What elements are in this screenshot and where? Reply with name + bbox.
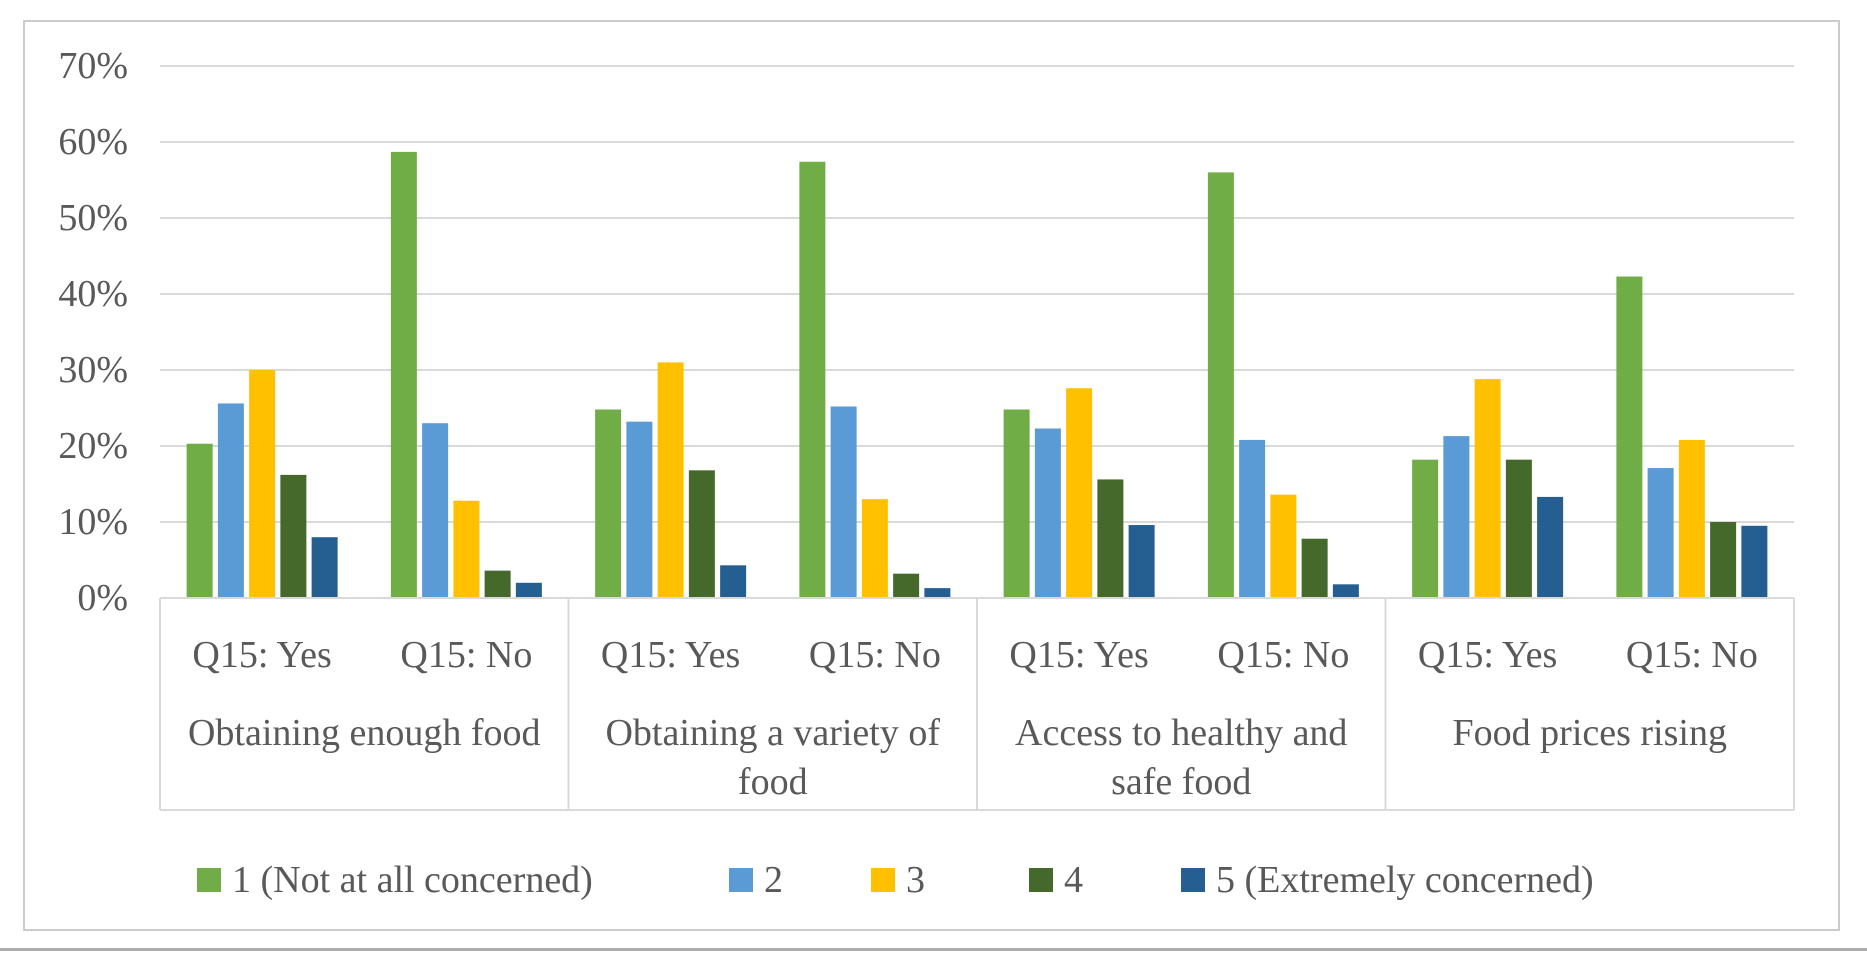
bar bbox=[249, 370, 276, 598]
y-tick-label: 40% bbox=[58, 273, 128, 315]
subgroup-label: Q15: Yes bbox=[1418, 634, 1557, 676]
legend-label-5: 5 (Extremely concerned) bbox=[1216, 859, 1594, 901]
bar bbox=[595, 409, 622, 598]
bar bbox=[1207, 172, 1234, 598]
group-label: safe food bbox=[1111, 761, 1251, 803]
bar bbox=[1443, 436, 1470, 598]
legend-swatch-1 bbox=[197, 868, 221, 892]
page-bottom-divider bbox=[0, 948, 1867, 951]
bar bbox=[1239, 439, 1266, 598]
subgroup-label: Q15: No bbox=[1217, 634, 1349, 676]
bar bbox=[453, 500, 480, 598]
y-tick-label: 30% bbox=[58, 349, 128, 391]
legend-swatch-4 bbox=[1029, 868, 1053, 892]
group-label: food bbox=[738, 761, 808, 803]
y-tick-label: 50% bbox=[58, 197, 128, 239]
y-tick-label: 10% bbox=[58, 501, 128, 543]
bar bbox=[1537, 496, 1564, 598]
bar bbox=[311, 537, 338, 598]
legend-label-1: 1 (Not at all concerned) bbox=[232, 859, 593, 901]
bar bbox=[1066, 388, 1093, 598]
bar bbox=[1647, 468, 1674, 598]
y-tick-label: 70% bbox=[58, 45, 128, 87]
bar bbox=[720, 565, 747, 598]
bar bbox=[626, 421, 653, 598]
bar bbox=[1034, 428, 1061, 598]
subgroup-label: Q15: No bbox=[400, 634, 532, 676]
group-label: Access to healthy and bbox=[1015, 712, 1347, 754]
bar bbox=[1270, 494, 1297, 598]
legend-label-4: 4 bbox=[1064, 859, 1083, 901]
bar bbox=[1301, 538, 1328, 598]
bar bbox=[1474, 379, 1501, 598]
bar bbox=[1003, 409, 1030, 598]
bar bbox=[1616, 276, 1643, 598]
bar bbox=[893, 573, 920, 598]
bar bbox=[799, 161, 826, 598]
subgroup-label: Q15: Yes bbox=[601, 634, 740, 676]
legend-item-5: 5 (Extremely concerned) bbox=[1181, 859, 1594, 901]
legend-label-2: 2 bbox=[764, 859, 783, 901]
bar bbox=[280, 474, 307, 598]
bar bbox=[390, 151, 417, 598]
legend-swatch-5 bbox=[1181, 868, 1205, 892]
group-label: Obtaining enough food bbox=[188, 712, 541, 754]
bar bbox=[1505, 459, 1532, 598]
y-tick-label: 20% bbox=[58, 425, 128, 467]
bar bbox=[217, 403, 244, 598]
legend-swatch-3 bbox=[871, 868, 895, 892]
subgroup-label: Q15: Yes bbox=[192, 634, 331, 676]
bar bbox=[484, 570, 511, 598]
legend-item-4: 4 bbox=[1029, 859, 1083, 901]
bar bbox=[924, 588, 951, 598]
subgroup-label: Q15: No bbox=[1626, 634, 1758, 676]
bar bbox=[515, 582, 542, 598]
y-tick-label: 60% bbox=[58, 121, 128, 163]
legend-swatch-2 bbox=[729, 868, 753, 892]
bar bbox=[1678, 439, 1705, 598]
legend-item-2: 2 bbox=[729, 859, 783, 901]
bar bbox=[1128, 525, 1155, 598]
legend-label-3: 3 bbox=[906, 859, 925, 901]
bar bbox=[422, 423, 449, 598]
group-label: Obtaining a variety of bbox=[605, 712, 940, 754]
bar bbox=[186, 443, 213, 598]
legend-item-3: 3 bbox=[871, 859, 925, 901]
bar bbox=[1332, 584, 1359, 598]
bar bbox=[1741, 525, 1768, 598]
bar bbox=[1097, 479, 1124, 598]
bar bbox=[1412, 459, 1439, 598]
bar bbox=[688, 470, 715, 598]
subgroup-label: Q15: No bbox=[809, 634, 941, 676]
bar bbox=[657, 362, 684, 598]
legend-item-1: 1 (Not at all concerned) bbox=[197, 859, 593, 901]
bar bbox=[830, 406, 857, 598]
bar bbox=[861, 499, 888, 598]
subgroup-label: Q15: Yes bbox=[1009, 634, 1148, 676]
bar bbox=[1710, 522, 1737, 598]
y-tick-label: 0% bbox=[77, 577, 128, 619]
chart-frame bbox=[23, 20, 1840, 931]
group-label: Food prices rising bbox=[1453, 712, 1727, 754]
